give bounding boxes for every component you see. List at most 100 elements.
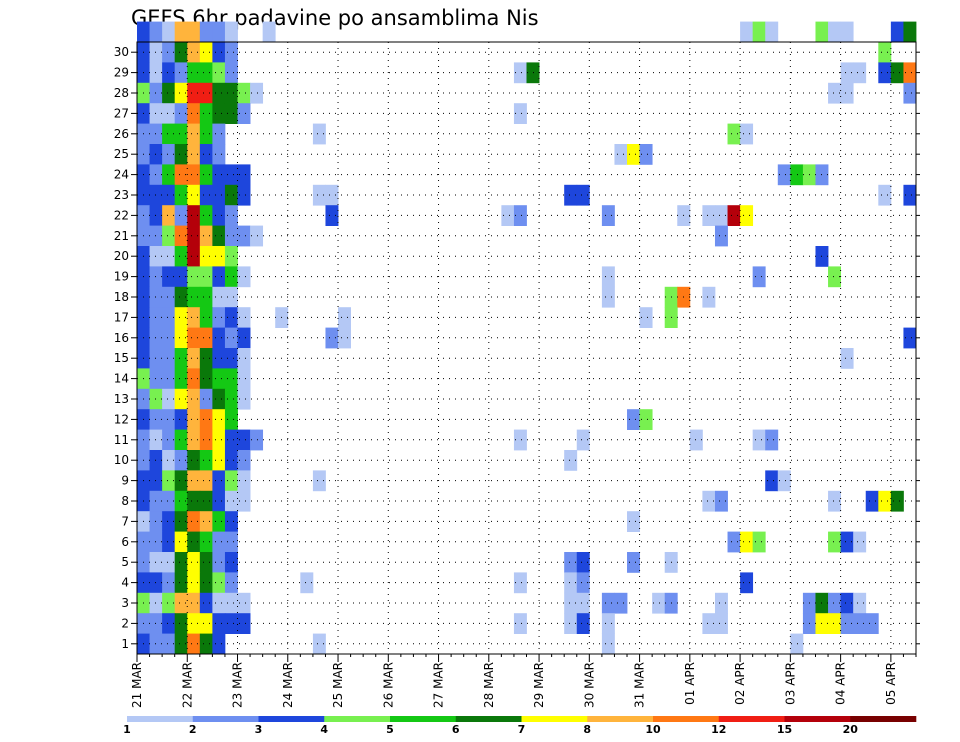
heatmap-cell bbox=[250, 225, 264, 247]
y-tick-label: 30 bbox=[114, 45, 129, 59]
heatmap-cell bbox=[149, 103, 163, 124]
heatmap-cell bbox=[262, 21, 276, 43]
heatmap-cell bbox=[162, 388, 176, 410]
heatmap-cell bbox=[576, 184, 590, 206]
heatmap-cell bbox=[199, 531, 213, 553]
heatmap-cell bbox=[149, 327, 163, 349]
y-tick-label: 20 bbox=[114, 249, 129, 263]
heatmap-cell bbox=[187, 429, 201, 451]
y-tick-label: 16 bbox=[114, 331, 129, 345]
heatmap-cell bbox=[149, 266, 163, 288]
heatmap-cell bbox=[790, 164, 804, 186]
heatmap-cell bbox=[224, 62, 238, 84]
heatmap-cell bbox=[224, 613, 238, 634]
y-tick-label: 28 bbox=[114, 86, 129, 100]
heatmap-cell bbox=[212, 388, 226, 410]
heatmap-cell bbox=[162, 327, 176, 349]
heatmap-cell bbox=[212, 368, 226, 390]
heatmap-cell bbox=[162, 103, 176, 124]
legend-swatch bbox=[258, 716, 325, 722]
legend-swatch bbox=[127, 716, 194, 722]
heatmap-cell bbox=[224, 286, 238, 308]
heatmap-cell bbox=[174, 164, 188, 186]
x-tick-label: 04 APR bbox=[834, 662, 848, 705]
heatmap-cell bbox=[162, 429, 176, 451]
heatmap-cell bbox=[149, 307, 163, 328]
heatmap-cell bbox=[237, 184, 251, 206]
heatmap-cell bbox=[199, 450, 213, 471]
heatmap-cell bbox=[162, 511, 176, 532]
heatmap-cell bbox=[149, 531, 163, 553]
heatmap-cell bbox=[752, 531, 766, 553]
heatmap-cell bbox=[212, 409, 226, 430]
heatmap-cell bbox=[212, 327, 226, 349]
heatmap-cell bbox=[187, 205, 201, 226]
heatmap-cell bbox=[174, 123, 188, 145]
heatmap-cell bbox=[174, 409, 188, 430]
heatmap-cell bbox=[890, 21, 904, 43]
heatmap-cell bbox=[199, 552, 213, 573]
heatmap-cell bbox=[162, 633, 176, 655]
heatmap-cell bbox=[174, 42, 188, 63]
heatmap-cell bbox=[237, 82, 251, 104]
heatmap-cell bbox=[174, 103, 188, 124]
heatmap-cell bbox=[652, 592, 666, 614]
heatmap-cell bbox=[224, 348, 238, 369]
heatmap-cell bbox=[162, 225, 176, 247]
heatmap-cell bbox=[187, 21, 201, 43]
heatmap-cell bbox=[212, 266, 226, 288]
heatmap-cell bbox=[828, 266, 842, 288]
heatmap-cell bbox=[174, 144, 188, 165]
heatmap-cell bbox=[224, 82, 238, 104]
heatmap-cell bbox=[187, 164, 201, 186]
heatmap-cells bbox=[137, 21, 917, 655]
heatmap-cell bbox=[878, 184, 892, 206]
heatmap-cell bbox=[237, 103, 251, 124]
heatmap-cell bbox=[212, 613, 226, 634]
heatmap-cell bbox=[162, 62, 176, 84]
legend-label: 8 bbox=[583, 723, 591, 736]
heatmap-cell bbox=[702, 286, 716, 308]
heatmap-cell bbox=[903, 21, 917, 43]
heatmap-cell bbox=[174, 246, 188, 267]
heatmap-cell bbox=[212, 82, 226, 104]
heatmap-cell bbox=[639, 144, 653, 165]
heatmap-cell bbox=[513, 429, 527, 451]
heatmap-cell bbox=[162, 42, 176, 63]
heatmap-cell bbox=[212, 450, 226, 471]
heatmap-cell bbox=[564, 592, 578, 614]
y-tick-label: 14 bbox=[114, 372, 129, 386]
y-tick-label: 18 bbox=[114, 290, 129, 304]
heatmap-cell bbox=[199, 388, 213, 410]
legend-label: 15 bbox=[777, 723, 792, 736]
heatmap-cell bbox=[212, 633, 226, 655]
y-tick-label: 5 bbox=[121, 555, 129, 569]
legend-label: 12 bbox=[711, 723, 726, 736]
x-tick-label: 27 MAR bbox=[432, 662, 446, 708]
heatmap-cell bbox=[237, 348, 251, 369]
heatmap-cell bbox=[212, 246, 226, 267]
heatmap-cell bbox=[840, 531, 854, 553]
heatmap-cell bbox=[765, 429, 779, 451]
heatmap-cell bbox=[513, 572, 527, 594]
heatmap-cell bbox=[853, 62, 867, 84]
heatmap-cell bbox=[212, 592, 226, 614]
heatmap-cell bbox=[149, 368, 163, 390]
grid-lines bbox=[136, 42, 916, 654]
heatmap-cell bbox=[513, 62, 527, 84]
heatmap-cell bbox=[199, 21, 213, 43]
heatmap-cell bbox=[174, 429, 188, 451]
x-tick-label: 05 APR bbox=[884, 662, 898, 705]
heatmap-cell bbox=[714, 613, 728, 634]
heatmap-cell bbox=[224, 429, 238, 451]
heatmap-cell bbox=[149, 246, 163, 267]
heatmap-cell bbox=[174, 82, 188, 104]
legend-label: 10 bbox=[645, 723, 661, 736]
heatmap-cell bbox=[312, 184, 326, 206]
legend-swatch bbox=[390, 716, 457, 722]
heatmap-cell bbox=[601, 592, 615, 614]
heatmap-cell bbox=[224, 184, 238, 206]
heatmap-cell bbox=[639, 409, 653, 430]
heatmap-cell bbox=[187, 531, 201, 553]
heatmap-cell bbox=[576, 429, 590, 451]
